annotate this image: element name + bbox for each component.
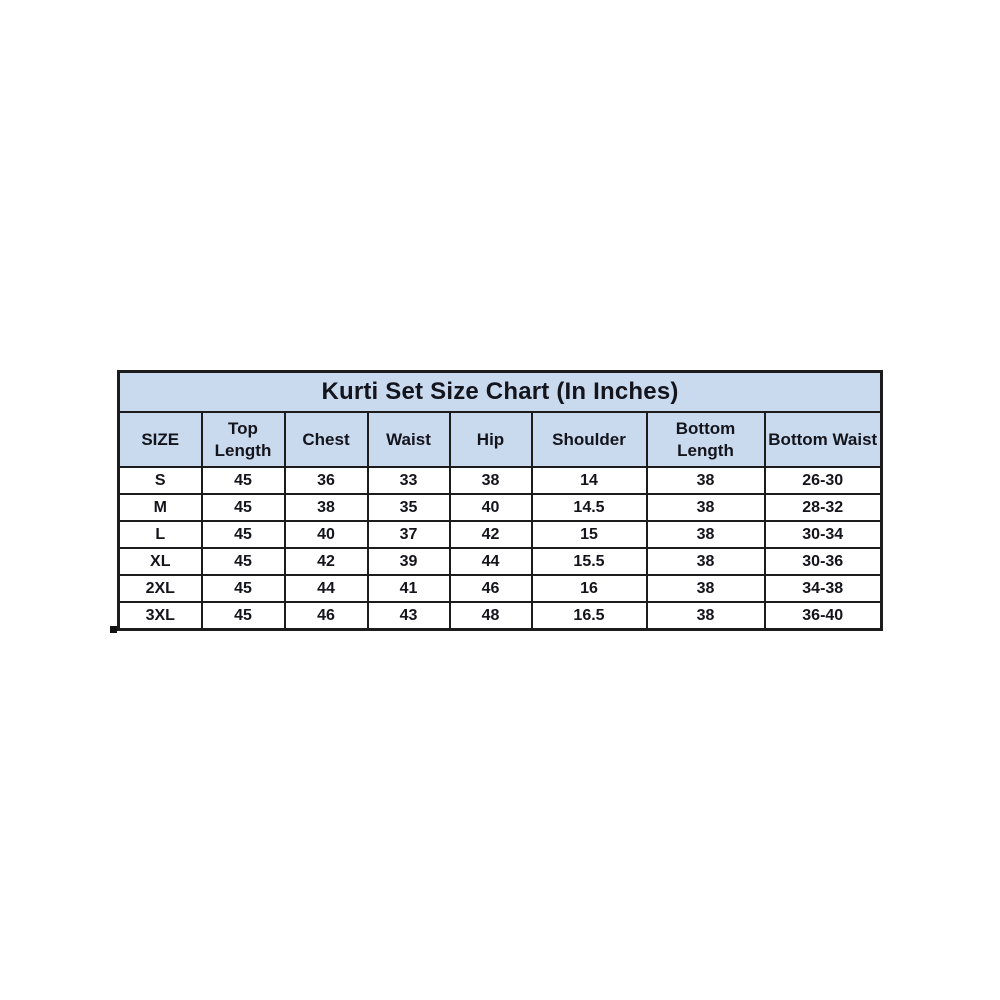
table-row-xl: XL 45 42 39 44 15.5 38 30-36 — [117, 547, 883, 576]
cell-chest: 38 — [283, 493, 369, 522]
cell-bottom-length: 38 — [645, 520, 766, 549]
cell-bottom-length: 38 — [645, 466, 766, 495]
table-row-s: S 45 36 33 38 14 38 26-30 — [117, 466, 883, 495]
size-label: XL — [117, 547, 203, 576]
cell-bottom-waist: 36-40 — [763, 601, 883, 631]
cell-waist: 43 — [366, 601, 451, 631]
column-header-size: SIZE — [117, 411, 203, 468]
cell-top-length: 45 — [200, 520, 286, 549]
cell-waist: 33 — [366, 466, 451, 495]
cell-hip: 42 — [448, 520, 533, 549]
cell-bottom-waist: 30-36 — [763, 547, 883, 576]
size-chart-table: Kurti Set Size Chart (In Inches) SIZE To… — [117, 370, 883, 631]
table-row-3xl: 3XL 45 46 43 48 16.5 38 36-40 — [117, 601, 883, 631]
cell-waist: 41 — [366, 574, 451, 603]
cell-shoulder: 14.5 — [530, 493, 648, 522]
cell-bottom-waist: 30-34 — [763, 520, 883, 549]
cell-hip: 40 — [448, 493, 533, 522]
header-row: SIZE Top Length Chest Waist Hip Shoulder… — [117, 411, 883, 468]
chart-title: Kurti Set Size Chart (In Inches) — [117, 370, 883, 413]
cell-bottom-length: 38 — [645, 547, 766, 576]
size-label: 3XL — [117, 601, 203, 631]
cell-hip: 46 — [448, 574, 533, 603]
cell-shoulder: 15.5 — [530, 547, 648, 576]
cell-hip: 38 — [448, 466, 533, 495]
cell-chest: 40 — [283, 520, 369, 549]
cell-top-length: 45 — [200, 466, 286, 495]
column-header-bottom-waist: Bottom Waist — [763, 411, 883, 468]
column-header-top-length: Top Length — [200, 411, 286, 468]
title-row: Kurti Set Size Chart (In Inches) — [117, 370, 883, 413]
cell-bottom-length: 38 — [645, 574, 766, 603]
cell-shoulder: 16 — [530, 574, 648, 603]
size-label: L — [117, 520, 203, 549]
column-header-shoulder: Shoulder — [530, 411, 648, 468]
cell-hip: 48 — [448, 601, 533, 631]
table-corner-handle-mark — [110, 626, 117, 633]
cell-chest: 44 — [283, 574, 369, 603]
cell-chest: 42 — [283, 547, 369, 576]
cell-top-length: 45 — [200, 547, 286, 576]
column-header-waist: Waist — [366, 411, 451, 468]
cell-bottom-length: 38 — [645, 601, 766, 631]
column-header-chest: Chest — [283, 411, 369, 468]
cell-bottom-length: 38 — [645, 493, 766, 522]
table-row-m: M 45 38 35 40 14.5 38 28-32 — [117, 493, 883, 522]
cell-waist: 37 — [366, 520, 451, 549]
cell-top-length: 45 — [200, 601, 286, 631]
cell-shoulder: 15 — [530, 520, 648, 549]
cell-bottom-waist: 34-38 — [763, 574, 883, 603]
cell-hip: 44 — [448, 547, 533, 576]
cell-waist: 39 — [366, 547, 451, 576]
size-label: 2XL — [117, 574, 203, 603]
cell-top-length: 45 — [200, 574, 286, 603]
table-row-l: L 45 40 37 42 15 38 30-34 — [117, 520, 883, 549]
cell-top-length: 45 — [200, 493, 286, 522]
cell-waist: 35 — [366, 493, 451, 522]
cell-bottom-waist: 26-30 — [763, 466, 883, 495]
size-label: S — [117, 466, 203, 495]
table-row-2xl: 2XL 45 44 41 46 16 38 34-38 — [117, 574, 883, 603]
column-header-hip: Hip — [448, 411, 533, 468]
cell-shoulder: 14 — [530, 466, 648, 495]
column-header-bottom-length: Bottom Length — [645, 411, 766, 468]
size-label: M — [117, 493, 203, 522]
cell-shoulder: 16.5 — [530, 601, 648, 631]
cell-bottom-waist: 28-32 — [763, 493, 883, 522]
cell-chest: 46 — [283, 601, 369, 631]
cell-chest: 36 — [283, 466, 369, 495]
